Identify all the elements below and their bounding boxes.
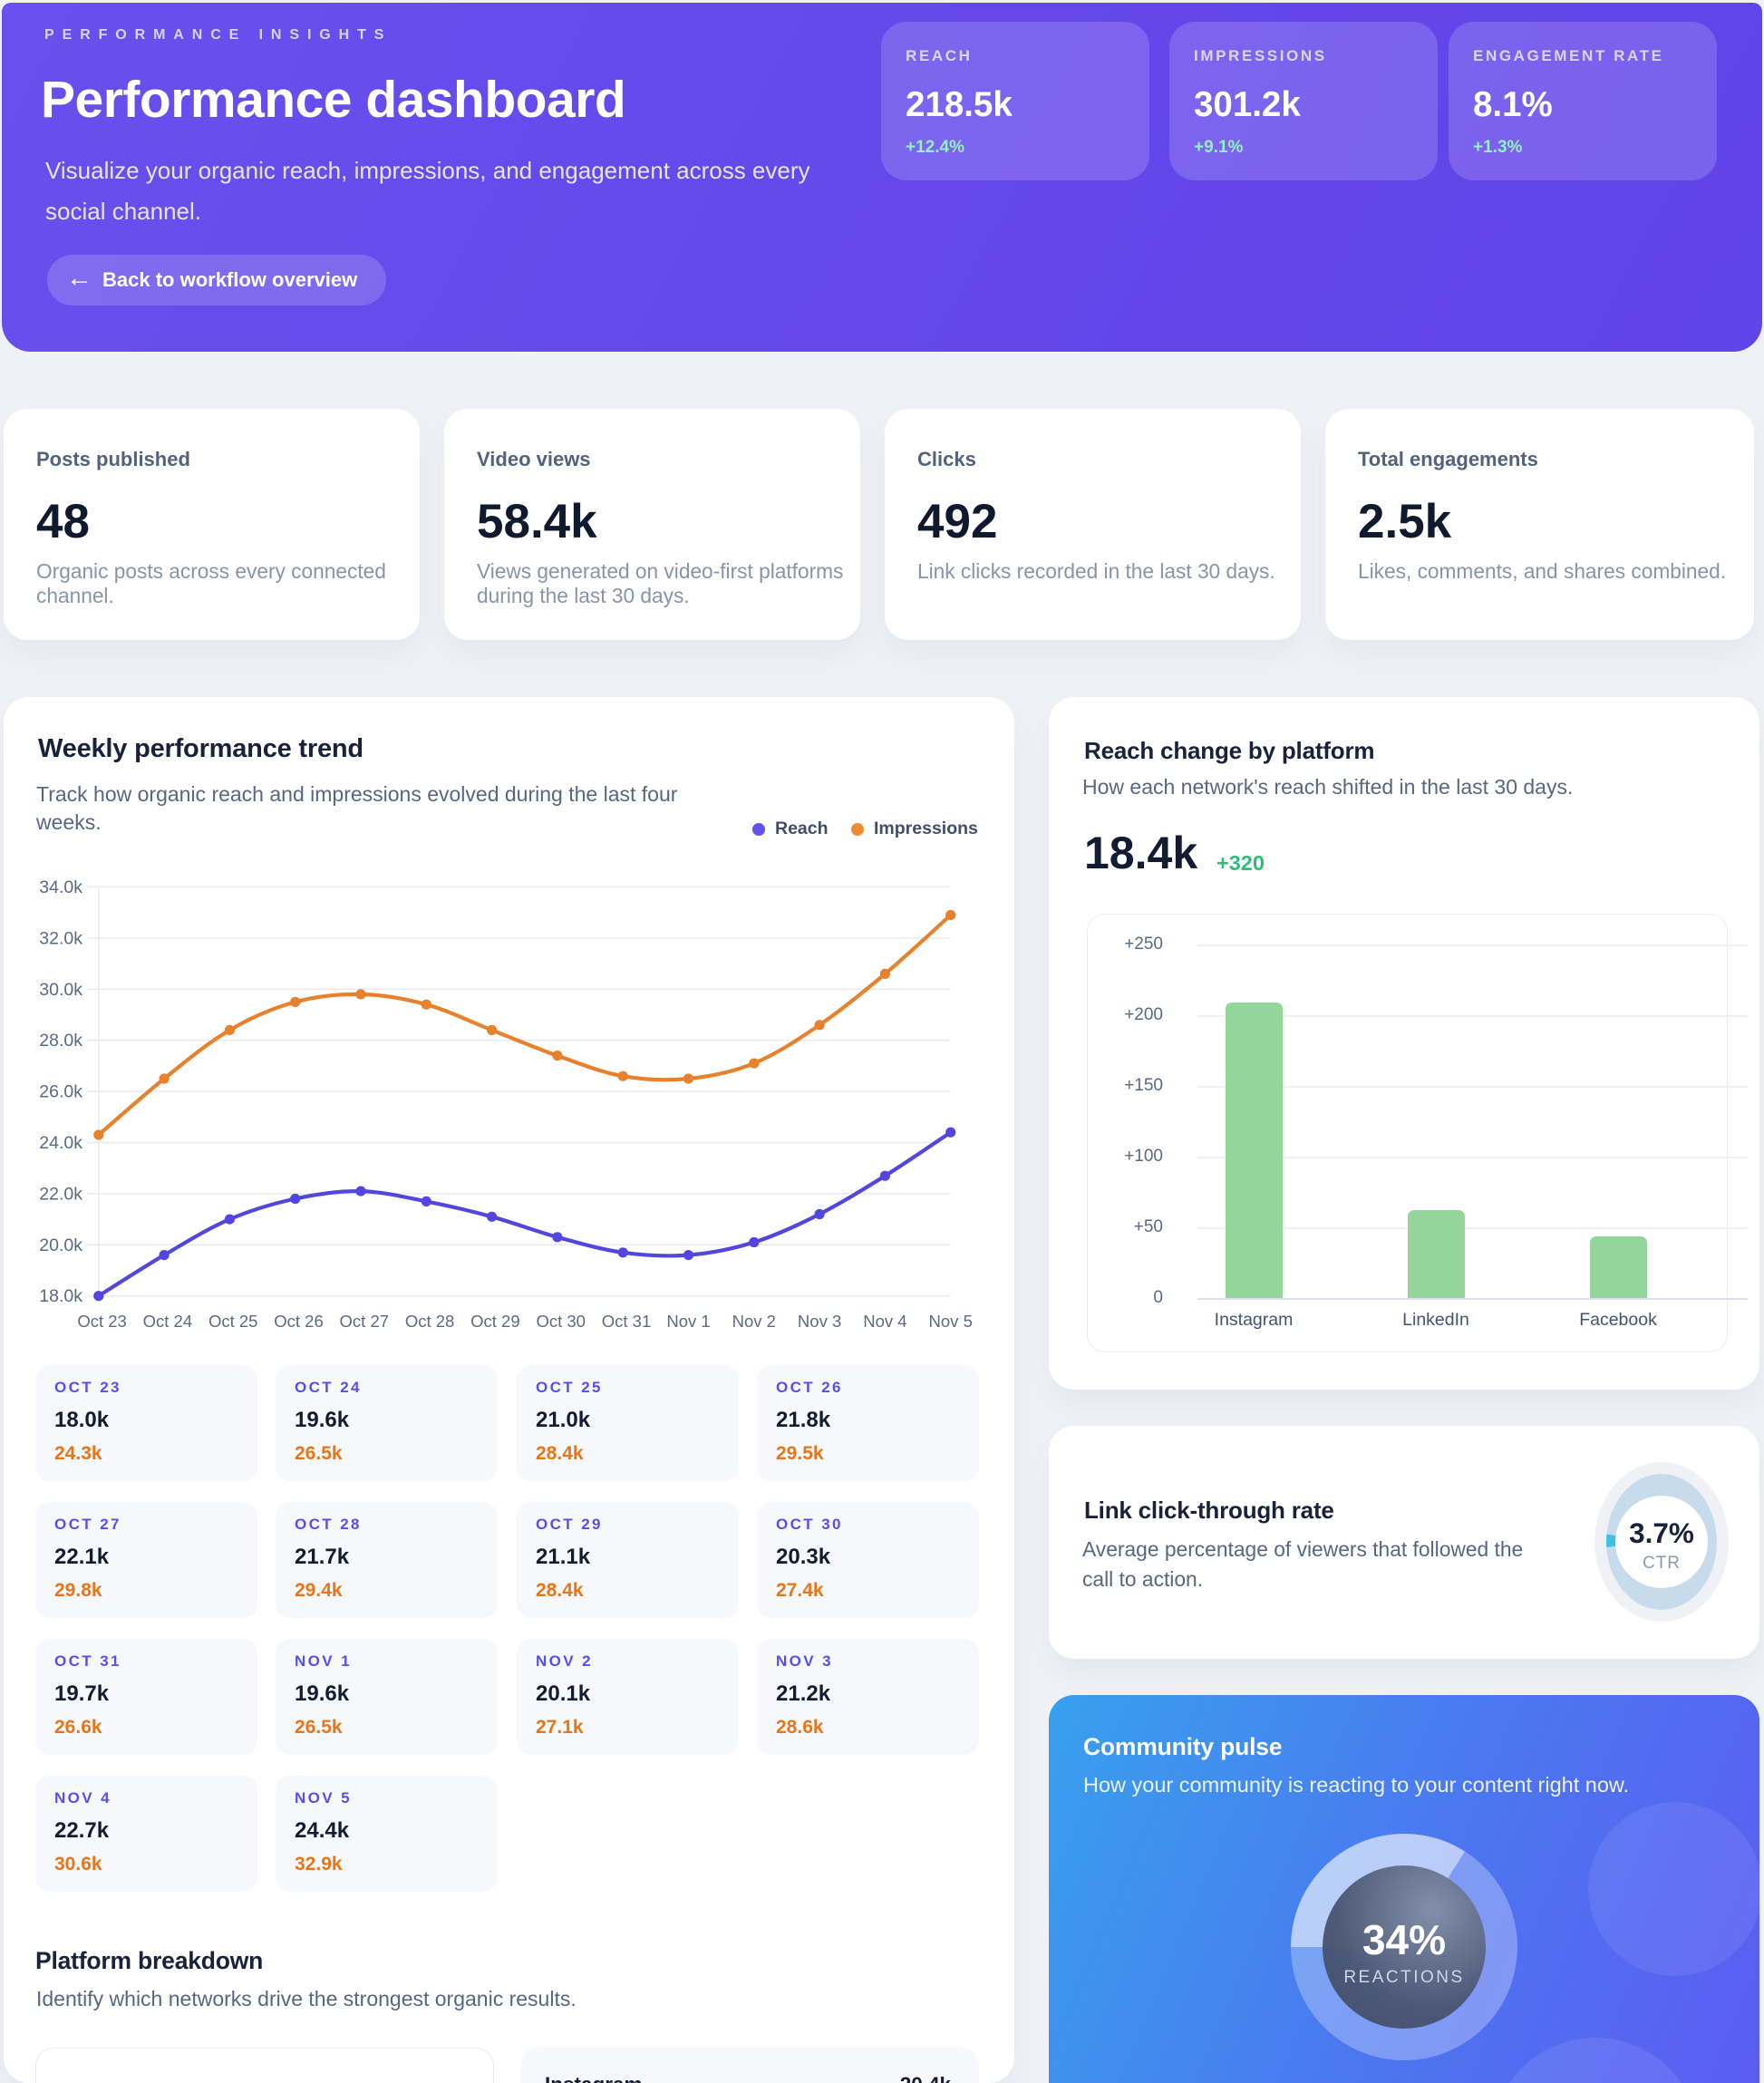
svg-text:Nov 1: Nov 1 <box>666 1312 710 1331</box>
svg-text:30.0k: 30.0k <box>39 980 82 1000</box>
svg-text:22.0k: 22.0k <box>39 1184 82 1204</box>
svg-text:Nov 4: Nov 4 <box>863 1312 906 1331</box>
svg-text:Nov 3: Nov 3 <box>798 1312 841 1331</box>
svg-text:Nov 5: Nov 5 <box>929 1312 973 1331</box>
svg-text:Nov 2: Nov 2 <box>732 1312 776 1331</box>
svg-text:Oct 27: Oct 27 <box>340 1312 390 1331</box>
svg-text:Oct 29: Oct 29 <box>470 1312 520 1331</box>
svg-text:18.0k: 18.0k <box>39 1286 82 1306</box>
svg-text:20.0k: 20.0k <box>39 1235 82 1255</box>
svg-text:Oct 24: Oct 24 <box>143 1312 193 1331</box>
svg-text:Oct 31: Oct 31 <box>602 1312 652 1331</box>
svg-text:28.0k: 28.0k <box>39 1031 82 1051</box>
svg-text:26.0k: 26.0k <box>39 1082 82 1102</box>
svg-text:Oct 26: Oct 26 <box>274 1312 324 1331</box>
svg-text:Oct 25: Oct 25 <box>208 1312 258 1331</box>
svg-text:24.0k: 24.0k <box>39 1133 82 1153</box>
svg-text:34.0k: 34.0k <box>39 877 82 897</box>
svg-text:Oct 30: Oct 30 <box>536 1312 586 1331</box>
svg-text:32.0k: 32.0k <box>39 928 82 948</box>
svg-text:Oct 23: Oct 23 <box>77 1312 127 1331</box>
svg-text:Oct 28: Oct 28 <box>405 1312 455 1331</box>
